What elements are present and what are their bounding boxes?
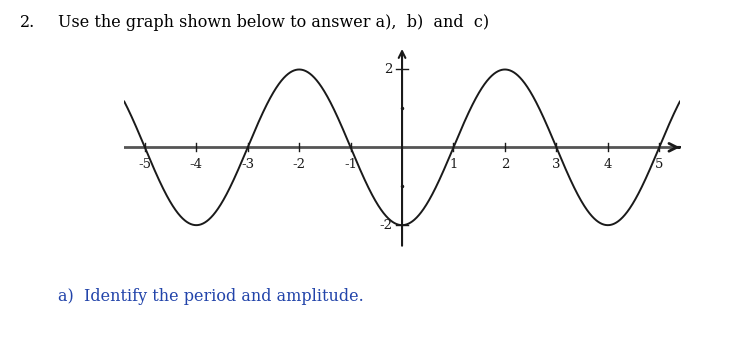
Text: -2: -2 [292, 158, 306, 171]
Text: a)  Identify the period and amplitude.: a) Identify the period and amplitude. [58, 288, 364, 305]
Text: 3: 3 [552, 158, 561, 171]
Text: 2.: 2. [20, 14, 35, 31]
Text: Use the graph shown below to answer a),  b)  and  c): Use the graph shown below to answer a), … [58, 14, 490, 31]
Text: 4: 4 [604, 158, 612, 171]
Text: 2: 2 [385, 63, 393, 76]
Text: 5: 5 [655, 158, 664, 171]
Text: 2: 2 [501, 158, 509, 171]
Text: -4: -4 [190, 158, 202, 171]
Text: -3: -3 [241, 158, 254, 171]
Text: -2: -2 [380, 219, 393, 232]
Text: -1: -1 [344, 158, 357, 171]
Text: -5: -5 [138, 158, 151, 171]
Text: 1: 1 [450, 158, 458, 171]
